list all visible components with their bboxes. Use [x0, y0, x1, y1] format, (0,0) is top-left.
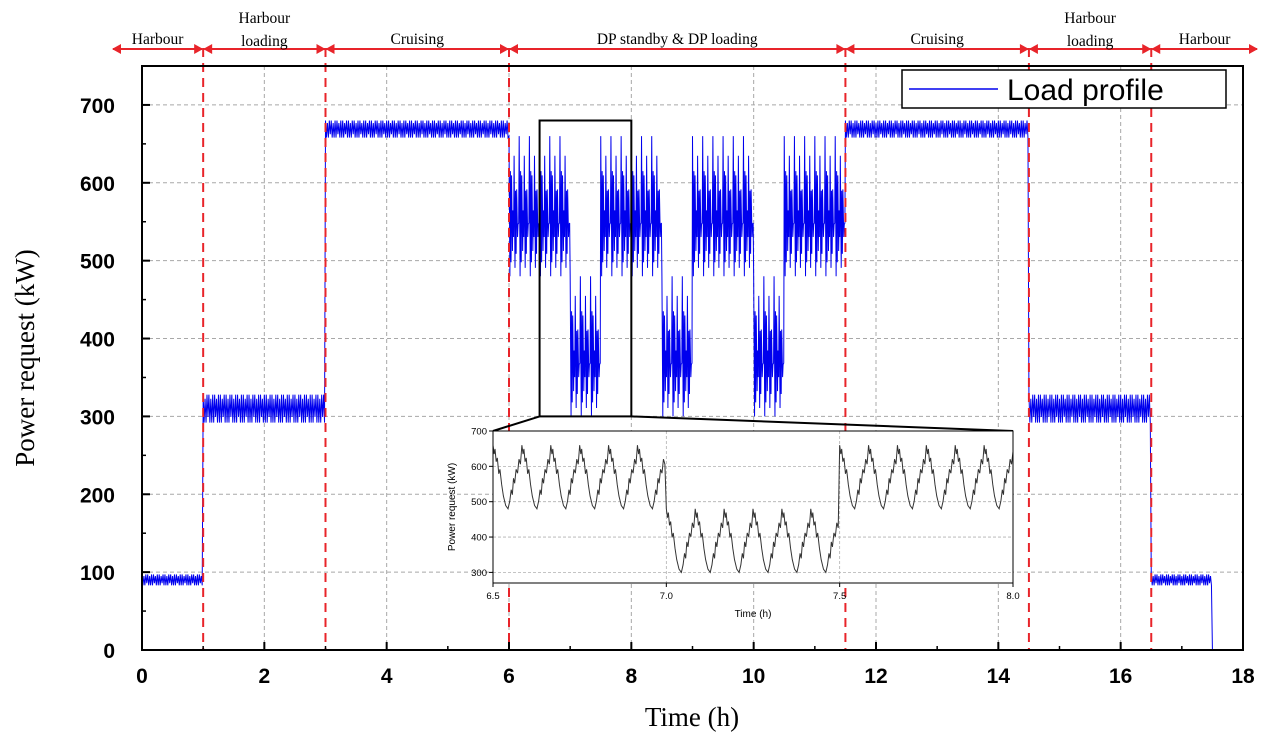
- y-tick-label: 400: [80, 329, 115, 352]
- x-tick-label: 16: [1109, 665, 1132, 688]
- inset-y-tick-label: 400: [471, 533, 487, 544]
- inset-x-axis-title: Time (h): [735, 609, 772, 620]
- y-tick-label: 500: [80, 251, 115, 274]
- inset-load-line: [493, 445, 1013, 574]
- zoom-rectangle: [538, 119, 633, 418]
- y-axis-title: Power request (kW): [10, 249, 40, 466]
- x-tick-label: 18: [1231, 665, 1255, 688]
- inset-x-tick-label: 8.0: [1006, 591, 1019, 602]
- inset-y-tick-label: 600: [471, 462, 487, 473]
- phase-arrow-head: [1142, 44, 1152, 54]
- y-tick-label: 0: [103, 640, 115, 663]
- phase-label: DP standby & DP loading: [597, 31, 758, 48]
- inset-x-tick-label: 6.5: [486, 591, 499, 602]
- legend-label: Load profile: [1007, 74, 1164, 107]
- phase-label: Harbour: [1179, 31, 1231, 48]
- phase-arrow-head: [203, 44, 213, 54]
- phase-arrow-head: [1151, 44, 1161, 54]
- phase-arrow-head: [1028, 44, 1038, 54]
- load-profile-line: [142, 120, 1213, 650]
- phase-arrow-head: [509, 44, 518, 54]
- phase-arrow-head: [112, 44, 121, 54]
- phase-arrow-head: [500, 44, 509, 54]
- phase-label: Cruising: [391, 31, 445, 48]
- x-tick-label: 12: [864, 665, 887, 688]
- x-tick-label: 6: [503, 665, 515, 688]
- y-tick-label: 700: [80, 95, 115, 118]
- phase-arrow-head: [845, 44, 855, 54]
- inset-series: [493, 445, 1013, 574]
- phase-arrow-head: [1019, 44, 1029, 54]
- zoom-connector: [631, 415, 1014, 432]
- phase-arrow-head: [836, 44, 846, 54]
- inset-y-tick-label: 700: [471, 427, 487, 438]
- phase-arrow-head: [316, 44, 326, 54]
- phase-label: loading: [1067, 33, 1114, 50]
- x-tick-label: 10: [742, 665, 765, 688]
- inset-x-tick-label: 7.0: [660, 591, 673, 602]
- inset-frame: [492, 430, 1014, 584]
- y-tick-label: 200: [80, 484, 115, 507]
- phase-arrow-head: [1249, 44, 1258, 54]
- inset-y-axis-title: Power request (kW): [447, 463, 458, 551]
- phase-label: Harbour: [132, 31, 184, 48]
- x-axis-title: Time (h): [645, 702, 739, 732]
- x-tick-label: 8: [625, 665, 637, 688]
- inset-x-tick-label: 7.5: [833, 591, 846, 602]
- x-tick-label: 2: [258, 665, 270, 688]
- zoom-connector: [492, 415, 540, 432]
- y-tick-label: 100: [80, 562, 115, 585]
- phase-annotations: Harbour Harbour loading Cruising DP standby …: [112, 10, 1258, 54]
- y-tick-label: 300: [80, 406, 115, 429]
- x-tick-label: 14: [987, 665, 1011, 688]
- load-profile-series: [142, 120, 1213, 650]
- inset-chart: 6.5 7.0 7.5 8.0 300 400 500 600 700 Time (h) Pow…: [447, 427, 1020, 621]
- zoom-box: [492, 119, 1014, 432]
- phase-label: Cruising: [910, 31, 964, 48]
- x-tick-label: 0: [136, 665, 148, 688]
- phase-label: Harbour: [239, 10, 291, 27]
- main-axes: 0 2 4 6 8 10 12 14 16 18 0 100 200 300 400 500 600 700: [80, 65, 1255, 688]
- phase-arrow-head: [325, 44, 335, 54]
- inset-background: [493, 431, 1013, 583]
- phase-label: Harbour: [1064, 10, 1116, 27]
- y-tick-label: 600: [80, 173, 115, 196]
- inset-y-tick-label: 300: [471, 568, 487, 579]
- legend: Load profile: [901, 69, 1227, 109]
- phase-arrow-head: [194, 44, 204, 54]
- inset-y-tick-label: 500: [471, 497, 487, 508]
- phase-label: loading: [241, 33, 288, 50]
- inset-ticks: 6.5 7.0 7.5 8.0 300 400 500 600 700: [471, 427, 1019, 603]
- x-tick-label: 4: [381, 665, 393, 688]
